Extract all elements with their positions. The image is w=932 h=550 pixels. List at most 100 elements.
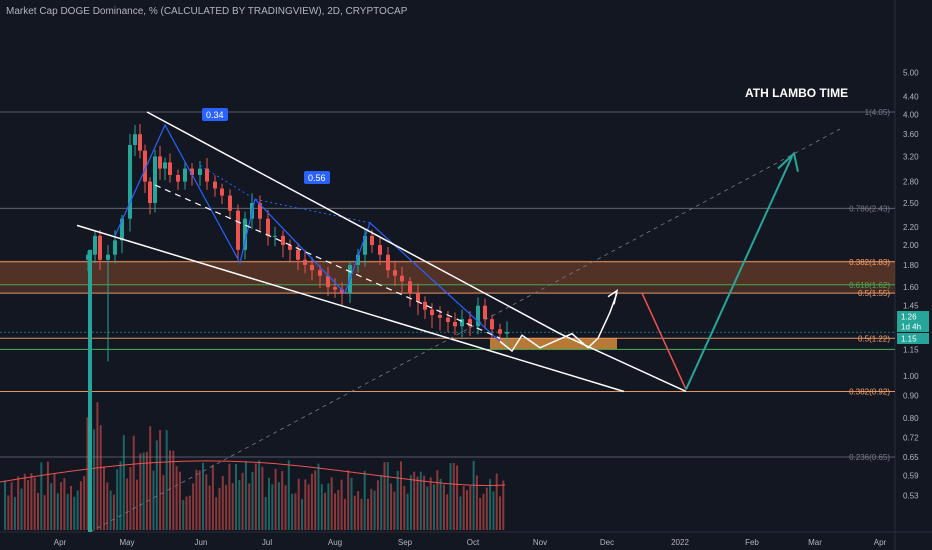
volume-bar — [33, 477, 36, 530]
volume-bar — [327, 483, 330, 530]
volume-bar — [433, 484, 435, 530]
candle-body — [468, 319, 472, 327]
volume-bar — [317, 463, 320, 530]
x-tick-label: Dec — [600, 538, 614, 547]
annotation-text: ATH LAMBO TIME — [745, 86, 848, 100]
volume-bar — [198, 470, 201, 530]
launch-candle — [88, 249, 92, 532]
volume-bar — [459, 496, 462, 530]
volume-bar — [228, 463, 231, 530]
volume-bar — [393, 491, 396, 530]
volume-bar — [248, 483, 251, 530]
volume-bar — [416, 476, 419, 530]
y-tick-label: 0.90 — [903, 392, 919, 401]
volume-bar — [436, 470, 439, 530]
channel-upper — [146, 111, 561, 335]
y-tick-label: 4.40 — [903, 92, 919, 101]
candle-body — [318, 270, 322, 276]
volume-bar — [99, 425, 102, 530]
volume-bar — [383, 462, 386, 530]
candle-body — [228, 195, 232, 211]
candle-body — [460, 319, 464, 327]
volume-bar — [63, 478, 66, 530]
volume-bar — [426, 486, 429, 530]
volume-bar — [475, 475, 478, 530]
price-label: 1.15 — [901, 335, 917, 344]
ratio-label: 0.34 — [206, 110, 224, 120]
candle-body — [453, 321, 457, 327]
volume-bar — [386, 462, 389, 530]
volume-bar — [182, 499, 185, 530]
price-label-box — [897, 333, 929, 344]
channel-lower — [76, 224, 625, 393]
volume-bar — [152, 470, 155, 530]
candle-body — [158, 156, 162, 169]
drop-arrow — [641, 292, 687, 390]
candle-body — [198, 168, 202, 175]
candle-body — [498, 329, 502, 334]
volume-bar — [353, 495, 356, 530]
x-tick-label: Mar — [808, 538, 822, 547]
candle-body — [243, 218, 247, 250]
volume-bar — [218, 487, 221, 530]
candle-body — [113, 240, 117, 255]
volume-bar — [231, 483, 234, 530]
volume-bar — [301, 499, 303, 530]
candle-body — [213, 181, 217, 189]
ratio-label-box — [202, 108, 228, 121]
candle-body — [363, 235, 367, 255]
candle-body — [236, 210, 240, 250]
candle-body — [310, 264, 314, 271]
volume-bar — [112, 494, 115, 530]
volume-bar — [235, 464, 237, 530]
y-tick-label: 0.53 — [903, 491, 919, 500]
volume-bar — [238, 480, 241, 530]
y-tick-label: 2.50 — [903, 199, 919, 208]
y-tick-label: 1.00 — [903, 372, 919, 381]
volume-bar — [208, 485, 211, 530]
volume-bar — [106, 482, 109, 530]
volume-bar — [350, 477, 353, 530]
projection-path — [499, 292, 618, 353]
candle-body — [273, 235, 277, 237]
volume-bar — [340, 479, 343, 530]
candle-body — [505, 332, 509, 334]
x-tick-label: Sep — [398, 538, 413, 547]
volume-bar — [162, 475, 165, 530]
volume-bar — [139, 453, 142, 530]
volume-bar — [7, 495, 10, 530]
volume-bar — [165, 430, 168, 530]
price-label: 1d 4h — [901, 323, 921, 332]
volume-bar — [211, 464, 214, 530]
volume-bar — [221, 475, 224, 530]
y-tick-label: 1.15 — [903, 345, 919, 354]
volume-bar — [10, 482, 13, 530]
volume-bar — [446, 494, 449, 530]
volume-bar — [284, 485, 287, 530]
x-tick-label: Oct — [467, 538, 480, 547]
zigzag-line — [114, 123, 501, 342]
ratio-label: 0.56 — [308, 173, 326, 183]
candle-body — [356, 254, 360, 265]
volume-bar — [310, 473, 313, 530]
candle-body — [163, 162, 167, 169]
volume-bar — [155, 440, 158, 530]
volume-bar — [136, 479, 138, 530]
x-tick-label: Jun — [195, 538, 208, 547]
volume-bar — [472, 460, 475, 530]
volume-bar — [126, 478, 129, 530]
candle-body — [205, 168, 209, 182]
volume-bar — [43, 495, 46, 530]
volume-bar — [215, 497, 218, 530]
volume-bar — [287, 460, 290, 530]
candle-body — [430, 309, 434, 316]
projection-arrowhead — [607, 289, 619, 305]
volume-bar — [370, 488, 373, 530]
x-tick-label: Feb — [745, 538, 759, 547]
y-tick-label: 2.20 — [903, 223, 919, 232]
y-tick-label: 0.65 — [903, 453, 919, 462]
x-tick-label: Apr — [874, 538, 887, 547]
candle-body — [326, 275, 330, 288]
volume-bar — [27, 480, 30, 530]
